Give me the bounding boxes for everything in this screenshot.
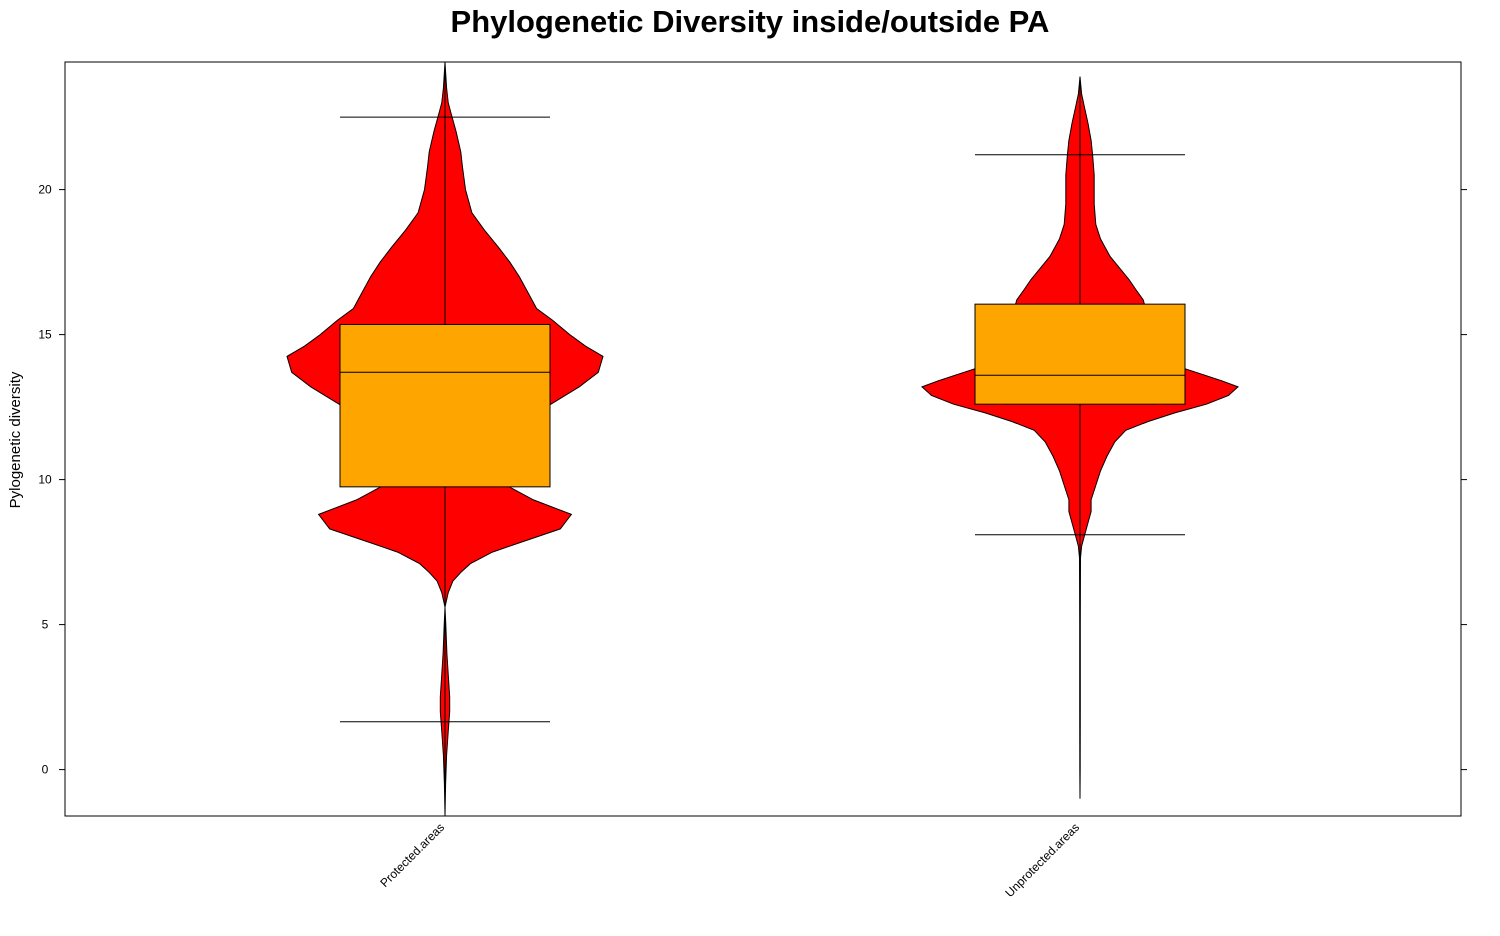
plot-frame (64, 61, 1462, 817)
violin-group-protected-areas (286, 61, 604, 817)
y-tick-label: 5 (42, 618, 49, 632)
x-category-label: Protected.areas (377, 820, 447, 890)
y-tick-label: 15 (38, 328, 52, 342)
iqr-box (974, 303, 1186, 405)
y-tick-label: 0 (42, 763, 49, 777)
violin-group-unprotected-areas (921, 76, 1239, 799)
iqr-box (339, 323, 551, 488)
chart-title: Phylogenetic Diversity inside/outside PA (451, 4, 1050, 39)
y-axis-label: Pylogenetic diversity (7, 371, 24, 508)
plot-area (286, 61, 1239, 817)
y-tick-label: 10 (38, 473, 52, 487)
x-category-label: Unprotected.areas (1002, 820, 1082, 900)
y-tick-label: 20 (38, 183, 52, 197)
